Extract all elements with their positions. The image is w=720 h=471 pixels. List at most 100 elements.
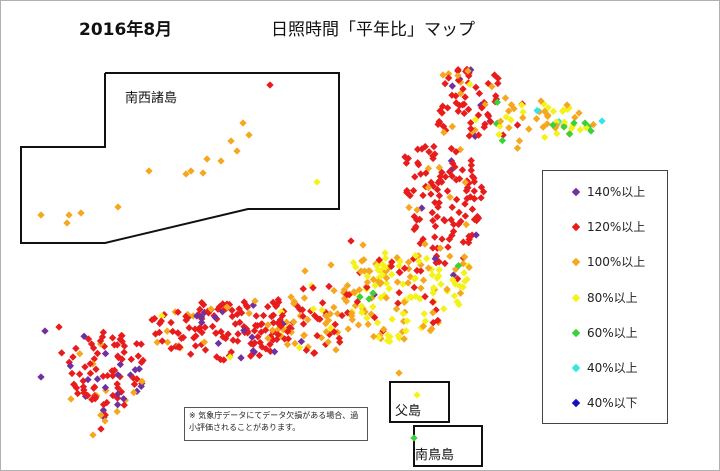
nansei-islands-label: 南西諸島 [125, 91, 178, 106]
station-marker [363, 278, 372, 286]
station-marker [89, 431, 97, 439]
station-marker [431, 233, 439, 241]
station-marker [192, 332, 200, 340]
station-marker [335, 334, 343, 342]
data-note: ※ 気象庁データにてデータ欠損がある場合、過小評価されることがあります。 [184, 407, 368, 441]
station-marker [456, 289, 465, 297]
station-marker [272, 302, 281, 310]
station-marker [131, 366, 139, 374]
station-marker [91, 394, 99, 403]
station-marker [187, 167, 195, 175]
station-marker [375, 333, 383, 341]
station-marker [97, 425, 105, 433]
station-marker [480, 123, 488, 131]
station-marker [413, 206, 421, 214]
station-marker [92, 365, 100, 373]
station-marker [55, 323, 63, 331]
station-marker [148, 316, 156, 324]
station-marker [410, 434, 418, 442]
station-marker [478, 104, 486, 112]
station-marker [108, 334, 117, 342]
station-marker [208, 322, 217, 331]
legend: 140%以上 120%以上 100%以上 80%以上 60%以上 40%以上 4… [542, 170, 668, 424]
station-marker [233, 147, 241, 155]
station-marker [454, 220, 463, 229]
station-marker [410, 283, 418, 292]
station-marker [310, 311, 319, 320]
station-marker [113, 380, 121, 388]
station-marker [438, 168, 446, 177]
station-marker [203, 155, 211, 163]
station-marker [223, 303, 231, 311]
station-marker [274, 330, 282, 339]
station-marker [465, 132, 474, 140]
station-marker [420, 310, 428, 318]
station-marker [63, 219, 71, 227]
station-marker [507, 116, 515, 124]
station-marker [309, 305, 317, 313]
station-marker [309, 284, 317, 292]
station-marker [290, 297, 298, 306]
station-marker [446, 252, 454, 260]
station-marker [326, 324, 335, 332]
legend-item: 40%以下 [571, 394, 638, 411]
station-marker [370, 313, 379, 322]
station-marker [300, 294, 309, 302]
station-marker [227, 137, 235, 145]
station-marker [318, 306, 326, 314]
station-marker [365, 295, 373, 303]
station-marker [264, 334, 272, 343]
station-marker [254, 333, 262, 341]
diamond-icon [571, 257, 581, 266]
station-marker [137, 382, 145, 390]
station-marker [475, 89, 484, 98]
station-marker [587, 127, 595, 135]
station-marker [127, 355, 135, 364]
station-marker [357, 302, 366, 310]
station-marker [114, 203, 122, 211]
station-marker [373, 318, 382, 327]
station-marker [302, 346, 311, 354]
station-marker [99, 328, 108, 337]
station-marker [191, 325, 199, 333]
station-marker [510, 104, 518, 113]
station-marker [381, 254, 390, 262]
station-marker [382, 279, 391, 287]
station-marker [553, 129, 561, 138]
station-marker [436, 244, 444, 252]
station-marker [400, 264, 409, 272]
station-marker [199, 169, 207, 177]
station-marker [388, 315, 396, 323]
station-marker [387, 262, 396, 271]
station-marker [433, 185, 442, 194]
station-marker [219, 300, 227, 308]
station-marker [344, 325, 352, 333]
station-marker [261, 326, 270, 334]
chichijima-label: 父島 [395, 404, 422, 419]
station-marker [464, 67, 472, 75]
station-marker [237, 354, 245, 362]
station-marker [419, 322, 427, 330]
station-marker [347, 237, 355, 245]
station-marker [133, 375, 141, 383]
station-marker [72, 344, 80, 353]
station-marker [443, 285, 451, 293]
station-marker [350, 288, 358, 296]
station-marker [502, 113, 510, 121]
station-marker [447, 144, 456, 153]
station-marker [576, 126, 584, 134]
station-marker [417, 170, 425, 178]
station-marker [357, 267, 365, 275]
station-marker [380, 325, 388, 334]
station-marker [435, 191, 444, 200]
station-marker [251, 339, 259, 347]
station-marker [505, 124, 513, 132]
station-marker [229, 336, 237, 344]
station-marker [137, 340, 145, 348]
station-marker [429, 308, 437, 317]
station-marker [324, 338, 332, 346]
station-marker [193, 312, 201, 320]
station-marker [598, 117, 606, 125]
station-marker [220, 356, 228, 364]
station-marker [493, 98, 502, 106]
